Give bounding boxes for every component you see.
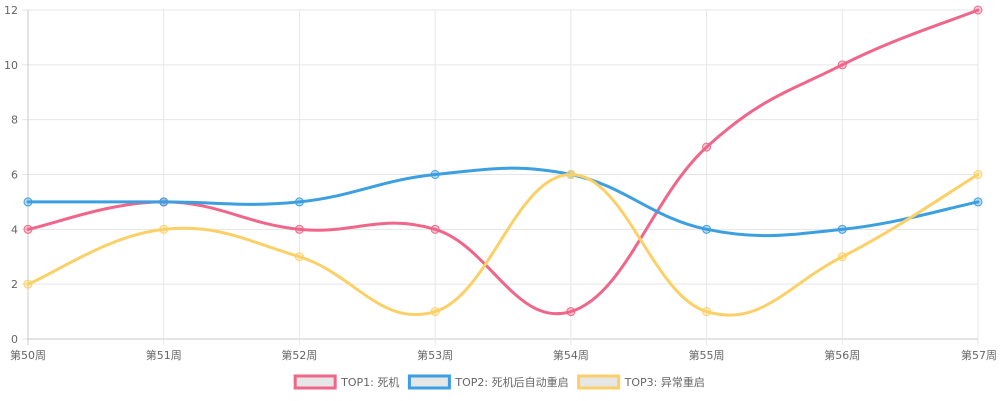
- legend-item-1[interactable]: TOP1: 死机: [293, 374, 399, 390]
- legend-label: TOP2: 死机后自动重启: [454, 375, 568, 389]
- data-point[interactable]: [973, 5, 983, 15]
- legend[interactable]: TOP1: 死机 TOP2: 死机后自动重启 TOP3: 异常重启: [293, 374, 705, 390]
- data-point[interactable]: [702, 307, 712, 317]
- data-point[interactable]: [566, 170, 576, 179]
- x-tick-label: 第54周: [553, 348, 589, 362]
- series-layer: [23, 5, 983, 317]
- axis-layer: 0 2 4 6 8 10 12 第50周 第51周 第52周 第53周 第54周 第55周 第56周 第57…: [4, 4, 997, 362]
- y-tick-label: 2: [11, 278, 18, 291]
- data-point[interactable]: [430, 224, 440, 234]
- data-point[interactable]: [566, 307, 576, 317]
- legend-item-2[interactable]: TOP2: 死机后自动重启: [407, 374, 569, 390]
- data-point[interactable]: [973, 170, 983, 179]
- y-tick-label: 12: [4, 4, 18, 17]
- data-point[interactable]: [702, 224, 712, 234]
- x-tick-label: 第52周: [281, 348, 317, 362]
- data-point[interactable]: [430, 170, 440, 179]
- series-3: [23, 170, 983, 317]
- legend-label: TOP3: 异常重启: [624, 375, 705, 389]
- data-point[interactable]: [837, 252, 847, 262]
- series-2: [23, 166, 983, 238]
- data-point[interactable]: [23, 279, 33, 289]
- legend-swatch: [407, 374, 451, 390]
- series-line: [26, 8, 980, 316]
- data-point[interactable]: [430, 307, 440, 317]
- data-point[interactable]: [973, 197, 983, 207]
- data-point[interactable]: [837, 224, 847, 234]
- data-point[interactable]: [159, 197, 169, 207]
- data-point[interactable]: [837, 60, 847, 70]
- data-point[interactable]: [294, 197, 304, 207]
- y-tick-label: 6: [11, 169, 18, 182]
- data-point[interactable]: [294, 224, 304, 234]
- y-tick-label: 4: [11, 223, 18, 236]
- legend-swatch: [293, 374, 337, 390]
- data-point[interactable]: [23, 224, 33, 234]
- grid-layer: [22, 9, 979, 345]
- data-point[interactable]: [23, 197, 33, 207]
- series-line: [26, 166, 980, 238]
- x-tick-label: 第53周: [417, 348, 453, 362]
- data-point[interactable]: [294, 252, 304, 262]
- x-tick-label: 第55周: [689, 348, 725, 362]
- legend-label: TOP1: 死机: [340, 375, 399, 389]
- y-tick-label: 10: [4, 59, 18, 72]
- series-1: [23, 5, 983, 317]
- x-tick-label: 第57周: [961, 348, 997, 362]
- x-tick-label: 第50周: [10, 348, 46, 362]
- legend-swatch: [577, 374, 621, 390]
- x-tick-label: 第56周: [824, 348, 860, 362]
- x-tick-label: 第51周: [146, 348, 182, 362]
- legend-item-3[interactable]: TOP3: 异常重启: [577, 374, 705, 390]
- y-tick-label: 8: [11, 114, 18, 127]
- data-point[interactable]: [159, 224, 169, 234]
- data-point[interactable]: [702, 142, 712, 152]
- series-line: [26, 173, 980, 317]
- y-tick-label: 0: [11, 333, 18, 346]
